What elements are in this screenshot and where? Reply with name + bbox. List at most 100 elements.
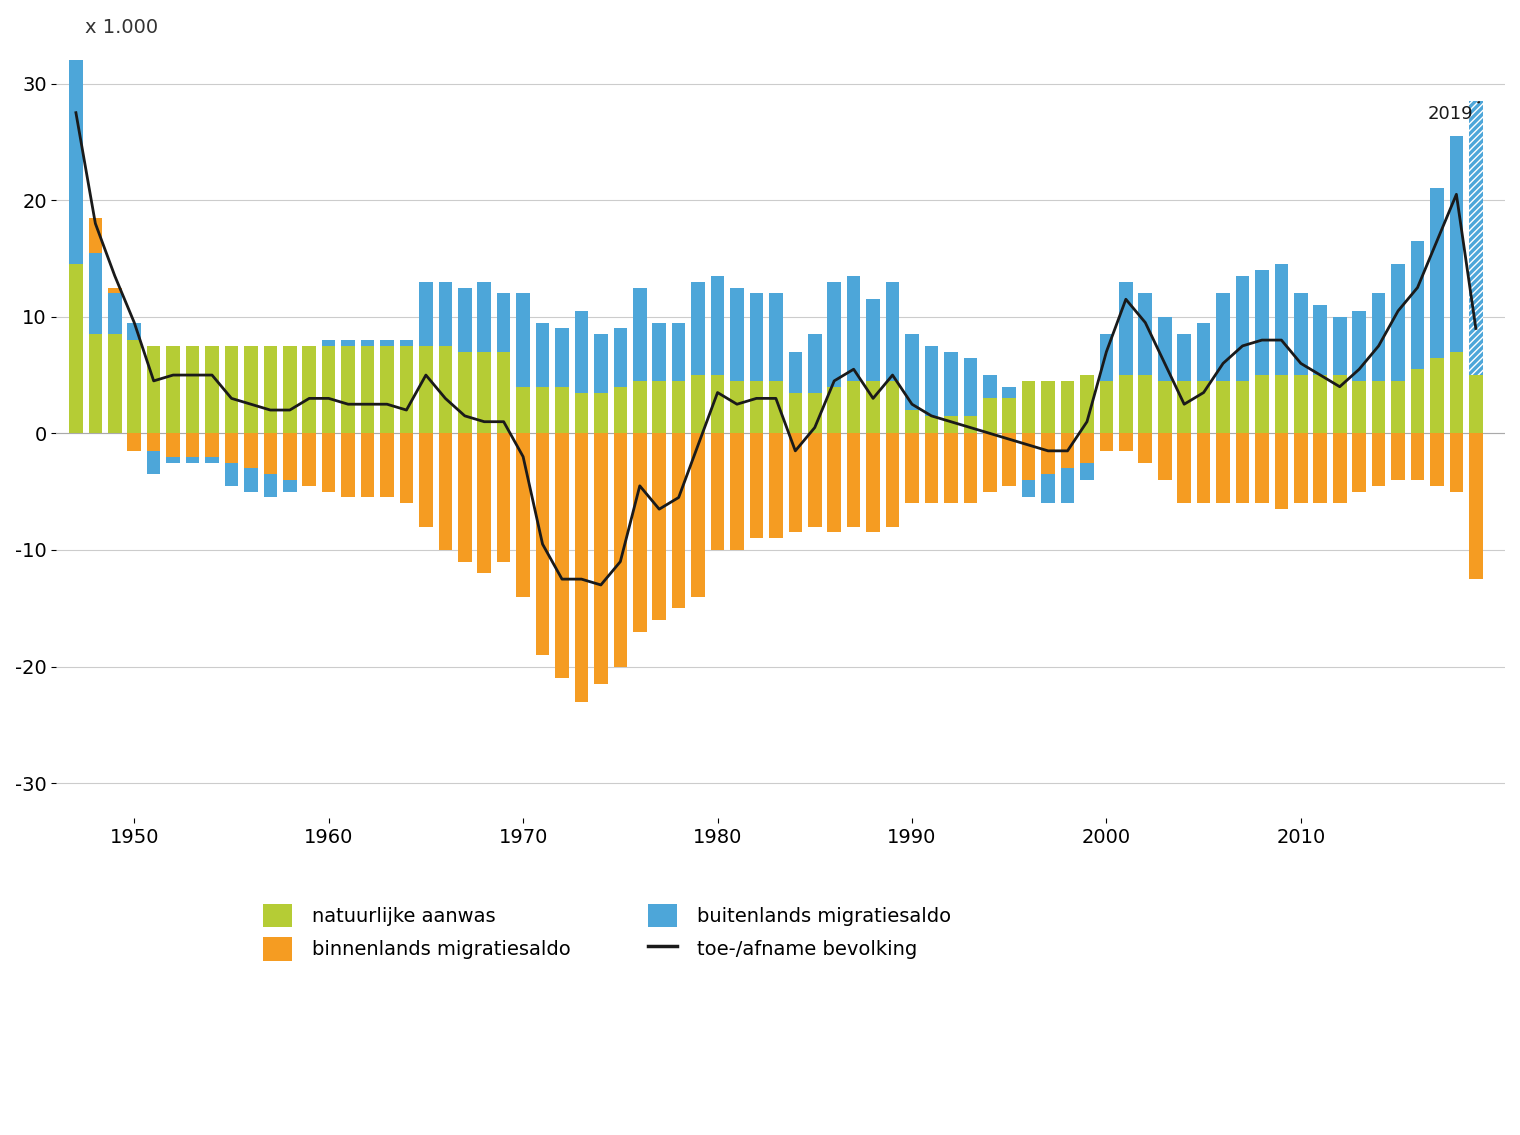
Bar	[1313, 375, 1327, 434]
Bar	[983, 434, 997, 491]
Bar	[632, 287, 646, 381]
Bar	[68, 8, 82, 31]
Bar	[886, 281, 900, 381]
Bar	[68, 31, 82, 264]
Bar	[439, 434, 451, 550]
Bar	[1196, 434, 1210, 503]
Bar	[458, 434, 471, 562]
Bar	[1061, 381, 1075, 434]
Bar	[1216, 434, 1230, 503]
Bar	[652, 381, 666, 434]
Bar	[711, 375, 725, 434]
Bar	[983, 398, 997, 434]
Bar	[1178, 334, 1192, 381]
Bar	[866, 300, 880, 381]
Bar	[964, 358, 977, 415]
Bar	[614, 328, 628, 387]
Bar	[1196, 322, 1210, 381]
Bar	[886, 381, 900, 434]
Bar	[692, 375, 705, 434]
Bar	[1119, 434, 1132, 451]
Bar	[535, 322, 549, 387]
Bar	[730, 287, 743, 381]
Bar	[88, 334, 102, 434]
Bar	[147, 346, 161, 434]
Bar	[1468, 101, 1482, 375]
Bar	[166, 434, 179, 456]
Bar	[108, 294, 122, 334]
Bar	[1256, 270, 1269, 375]
Bar	[302, 434, 316, 486]
Bar	[1468, 434, 1482, 579]
Bar	[322, 346, 336, 434]
Bar	[458, 287, 471, 352]
Bar	[964, 434, 977, 503]
Bar	[1275, 434, 1289, 510]
Bar	[847, 434, 860, 527]
Bar	[497, 294, 511, 352]
Bar	[749, 381, 763, 434]
Bar	[380, 434, 394, 497]
Bar	[809, 393, 822, 434]
Bar	[652, 322, 666, 381]
Bar	[420, 434, 433, 527]
Bar	[1081, 434, 1094, 463]
Bar	[1313, 305, 1327, 375]
Bar	[1373, 381, 1385, 434]
Bar	[1450, 136, 1464, 352]
Bar	[147, 434, 161, 451]
Bar	[1468, 375, 1482, 434]
Bar	[1002, 387, 1015, 398]
Bar	[1275, 375, 1289, 434]
Bar	[1178, 434, 1192, 503]
Bar	[147, 451, 161, 474]
Bar	[769, 294, 783, 381]
Bar	[380, 340, 394, 346]
Bar	[1468, 101, 1482, 375]
Bar	[924, 415, 938, 434]
Legend: natuurlijke aanwas, binnenlands migratiesaldo, buitenlands migratiesaldo, toe-/a: natuurlijke aanwas, binnenlands migratie…	[263, 903, 952, 961]
Bar	[108, 287, 122, 294]
Bar	[1099, 434, 1113, 451]
Bar	[1391, 381, 1404, 434]
Bar	[185, 434, 199, 456]
Bar	[1373, 294, 1385, 381]
Bar	[225, 463, 239, 486]
Bar	[964, 415, 977, 434]
Bar	[1158, 381, 1172, 434]
Bar	[497, 352, 511, 434]
Bar	[1333, 317, 1347, 375]
Bar	[711, 276, 725, 375]
Bar	[730, 434, 743, 550]
Bar	[652, 434, 666, 620]
Bar	[1391, 264, 1404, 381]
Bar	[458, 352, 471, 434]
Bar	[1236, 434, 1249, 503]
Bar	[128, 340, 141, 434]
Bar	[1196, 381, 1210, 434]
Bar	[497, 434, 511, 562]
Bar	[420, 346, 433, 434]
Bar	[477, 434, 491, 573]
Bar	[1256, 375, 1269, 434]
Bar	[1430, 358, 1444, 434]
Bar	[322, 434, 336, 491]
Bar	[342, 434, 356, 497]
Bar	[68, 264, 82, 434]
Bar	[322, 340, 336, 346]
Bar	[672, 434, 686, 608]
Bar	[1450, 434, 1464, 491]
Bar	[1158, 434, 1172, 480]
Bar	[555, 434, 568, 679]
Bar	[477, 352, 491, 434]
Bar	[1294, 294, 1307, 375]
Bar	[1119, 375, 1132, 434]
Bar	[1002, 398, 1015, 434]
Bar	[1178, 381, 1192, 434]
Bar	[944, 434, 958, 503]
Bar	[1391, 434, 1404, 480]
Bar	[1353, 381, 1366, 434]
Bar	[1333, 434, 1347, 503]
Bar	[1099, 381, 1113, 434]
Bar	[847, 381, 860, 434]
